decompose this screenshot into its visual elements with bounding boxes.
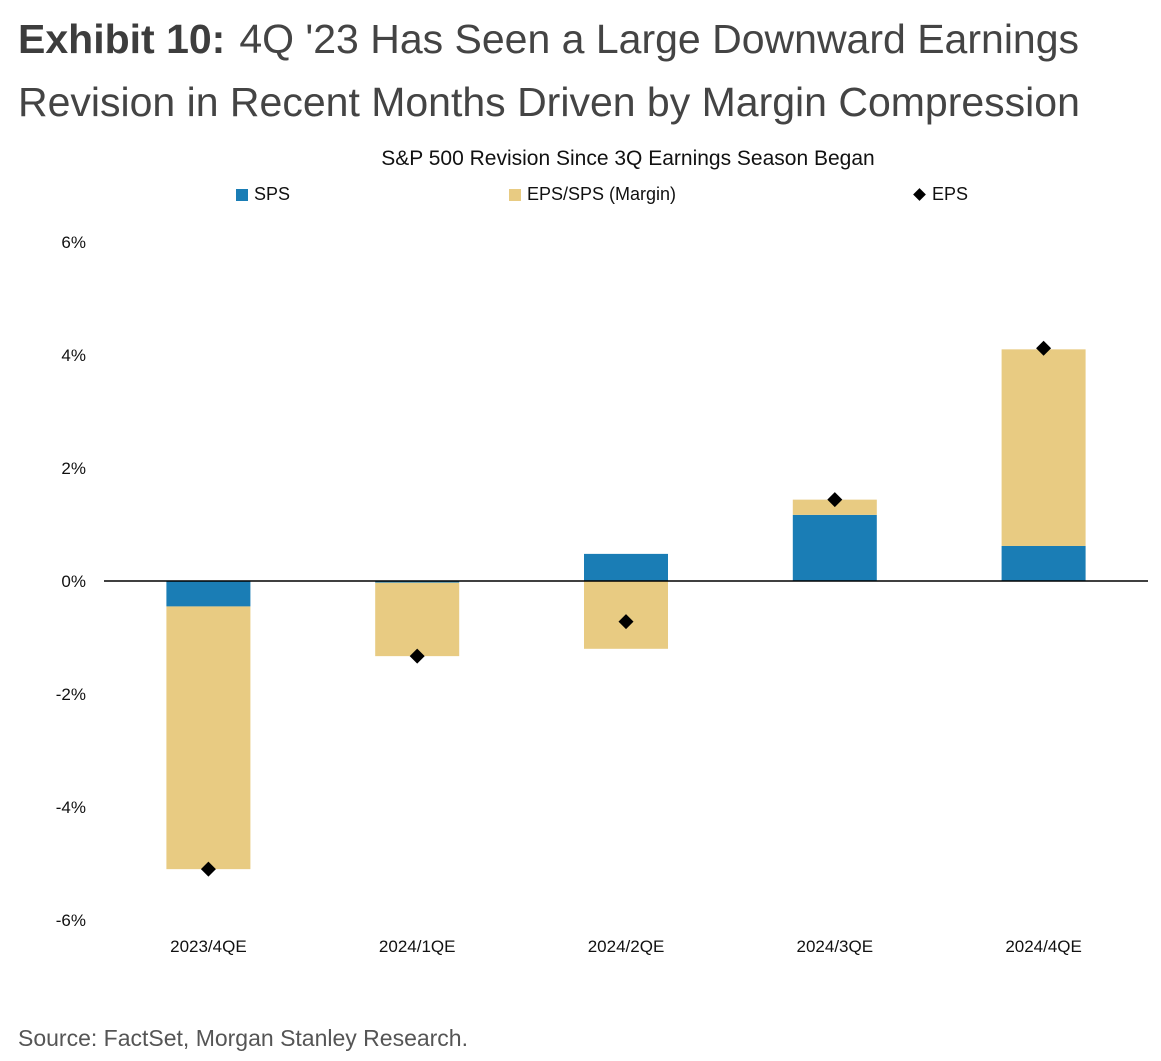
bar-margin [375,582,460,657]
x-tick-label: 2024/2QE [588,937,665,956]
legend-label-margin: EPS/SPS (Margin) [527,184,677,204]
legend-item-margin: EPS/SPS (Margin) [509,184,676,205]
eps-marker [827,492,843,508]
exhibit-label: Exhibit 10: [18,16,226,62]
y-tick-label: 2% [61,459,86,478]
legend-swatch-margin [509,188,521,201]
bar-sps [375,581,460,583]
x-tick-label: 2024/1QE [379,937,456,956]
eps-marker [618,614,634,630]
bar-margin [792,499,877,515]
x-tick-label: 2024/3QE [797,937,874,956]
x-tick-label: 2024/4QE [1005,937,1082,956]
legend-item-sps: SPS [236,184,290,205]
chart-title: S&P 500 Revision Since 3Q Earnings Seaso… [381,147,875,170]
source-note: Source: FactSet, Morgan Stanley Research… [18,1025,468,1051]
eps-marker [200,861,216,877]
eps-marker [1036,340,1052,356]
y-tick-label: 6% [61,233,86,252]
bar-sps [584,553,668,581]
bar-margin [1001,349,1086,546]
y-tick-label: 4% [61,346,86,365]
bar-sps [1001,545,1086,581]
y-tick-label: -6% [56,911,86,930]
chart-plot: 6% 4% 2% 0% -2% -4% -6% 2023/4QE 2024/1QE 2024/2Q… [56,233,1148,956]
y-tick-label: -2% [56,685,86,704]
legend-label-eps: EPS [932,184,969,204]
y-tick-label: 0% [61,572,86,591]
exhibit-headline: 4Q '23 Has Seen a Large Downward Earning… [18,16,1080,125]
legend-label-sps: SPS [254,184,291,204]
x-tick-label: 2023/4QE [170,937,247,956]
bar-margin [166,606,251,870]
legend-item-eps: EPS [913,184,968,205]
exhibit-title: Exhibit 10: 4Q '23 Has Seen a Large Downw… [18,8,1148,134]
eps-marker [409,648,425,664]
bar-sps [792,514,877,581]
y-tick-label: -4% [56,798,86,817]
bar-sps [166,581,251,607]
legend-swatch-sps [236,188,248,201]
